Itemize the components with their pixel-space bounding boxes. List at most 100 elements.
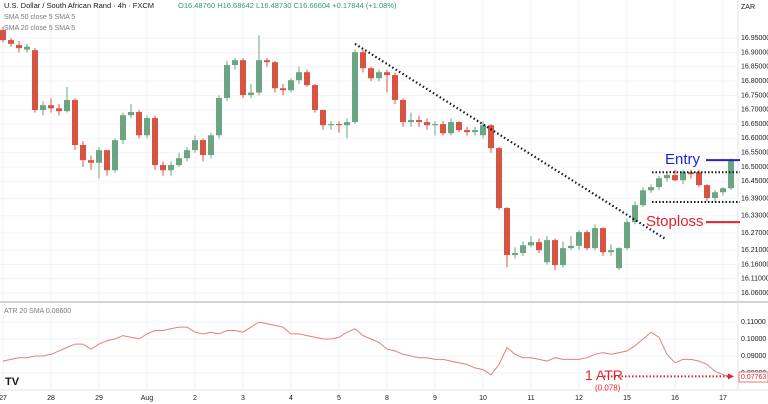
y-tick-label: 16.27000 — [741, 230, 768, 237]
candle-body — [280, 88, 286, 91]
x-tick-label: 10 — [479, 395, 487, 402]
candle-body — [536, 242, 542, 251]
candle-body — [248, 92, 254, 96]
candle-body — [344, 122, 350, 126]
x-tick-label: 9 — [433, 395, 437, 402]
y-tick-label: 16.85000 — [741, 64, 768, 71]
candle-body — [232, 60, 238, 66]
y-tick-label: 0.10000 — [741, 336, 766, 343]
x-tick-label: 15 — [623, 395, 631, 402]
y-tick-label: 16.45000 — [741, 178, 768, 185]
y-tick-label: 16.33000 — [741, 213, 768, 220]
chart-title: U.S. Dollar / South African Rand · 4h · … — [4, 1, 154, 10]
candle-body — [80, 144, 86, 161]
candle-body — [152, 118, 158, 166]
candle-body — [616, 248, 622, 269]
x-tick-label: 27 — [0, 395, 7, 402]
y-tick-label: 16.21000 — [741, 247, 768, 254]
candle-body — [392, 75, 398, 100]
y-tick-label: 16.50000 — [741, 164, 768, 171]
candle-body — [464, 130, 470, 133]
candle-body — [320, 110, 326, 126]
candle-body — [128, 112, 134, 116]
candle-body — [224, 65, 230, 98]
candle-body — [288, 80, 294, 91]
y-tick-label: 16.90000 — [741, 49, 768, 56]
candle-body — [440, 124, 446, 134]
y-tick-label: 16.06000 — [741, 290, 768, 297]
indicator-legend: SMA 20 close 5 SMA 5 — [4, 25, 75, 32]
candle-body — [352, 52, 358, 123]
candle-body — [256, 60, 262, 93]
candle-body — [592, 228, 598, 249]
candle-body — [264, 60, 270, 63]
y-tick-label: 16.60000 — [741, 135, 768, 142]
candle-body — [720, 188, 726, 193]
candle-body — [136, 112, 142, 136]
atr-arrow — [728, 373, 734, 380]
y-tick-label: 16.55000 — [741, 150, 768, 157]
level-label: Stoploss — [646, 213, 704, 230]
atr-line — [2, 321, 732, 378]
x-tick-label: 8 — [385, 395, 389, 402]
indicator-legend: SMA 50 close 5 SMA 5 — [4, 14, 75, 21]
candle-body — [120, 115, 126, 141]
candle-body — [480, 125, 486, 136]
candle-body — [96, 150, 102, 163]
candle-body — [192, 140, 198, 151]
candle-body — [0, 30, 6, 41]
candle-body — [512, 253, 518, 256]
candle-body — [728, 160, 734, 189]
atr-level-value: (0.078) — [595, 384, 621, 393]
candle-body — [696, 172, 702, 186]
candle-body — [432, 124, 438, 126]
x-tick-label: 2 — [193, 395, 197, 402]
candle-body — [648, 187, 654, 191]
ohlc-header: O16.48760 H16.68642 L16.48730 C16.66604 … — [178, 1, 397, 10]
candle-body — [496, 148, 502, 209]
candle-body — [88, 160, 94, 163]
candle-body — [72, 100, 78, 145]
logo: TV — [5, 376, 20, 388]
candle-body — [360, 52, 366, 69]
candle-body — [104, 150, 110, 171]
candle-body — [584, 232, 590, 249]
candle-body — [448, 122, 454, 134]
x-tick-label: 17 — [719, 395, 727, 402]
candle-body — [112, 140, 118, 171]
candle-body — [168, 165, 174, 171]
candle-body — [688, 172, 694, 175]
candle-body — [200, 140, 206, 156]
candle-body — [416, 120, 422, 123]
candle-body — [568, 245, 574, 249]
candle-body — [160, 165, 166, 171]
candle-body — [328, 124, 334, 126]
y-tick-label: 16.70000 — [741, 107, 768, 114]
candle-body — [56, 108, 62, 112]
candle-body — [304, 72, 310, 86]
y-tick-label: 16.11000 — [741, 276, 768, 283]
candle-body — [368, 68, 374, 79]
candle-body — [40, 105, 46, 111]
x-tick-label: 28 — [47, 395, 55, 402]
x-tick-label: 16 — [671, 395, 679, 402]
candle-body — [48, 105, 54, 109]
candle-body — [560, 248, 566, 266]
candle-body — [472, 130, 478, 133]
candle-body — [240, 60, 246, 96]
candle-body — [24, 46, 30, 50]
last-value-label: 0.07763 — [741, 374, 766, 381]
x-tick-label: Aug — [141, 395, 154, 402]
candle-body — [528, 242, 534, 246]
candle-body — [64, 100, 70, 112]
candle-body — [408, 120, 414, 123]
y-tick-label: 16.95000 — [741, 35, 768, 42]
currency-label: ZAR — [741, 4, 755, 11]
candle-body — [336, 124, 342, 126]
candle-body — [672, 175, 678, 181]
y-tick-label: 16.65000 — [741, 121, 768, 128]
candle-body — [640, 190, 646, 206]
candle-body — [608, 250, 614, 253]
